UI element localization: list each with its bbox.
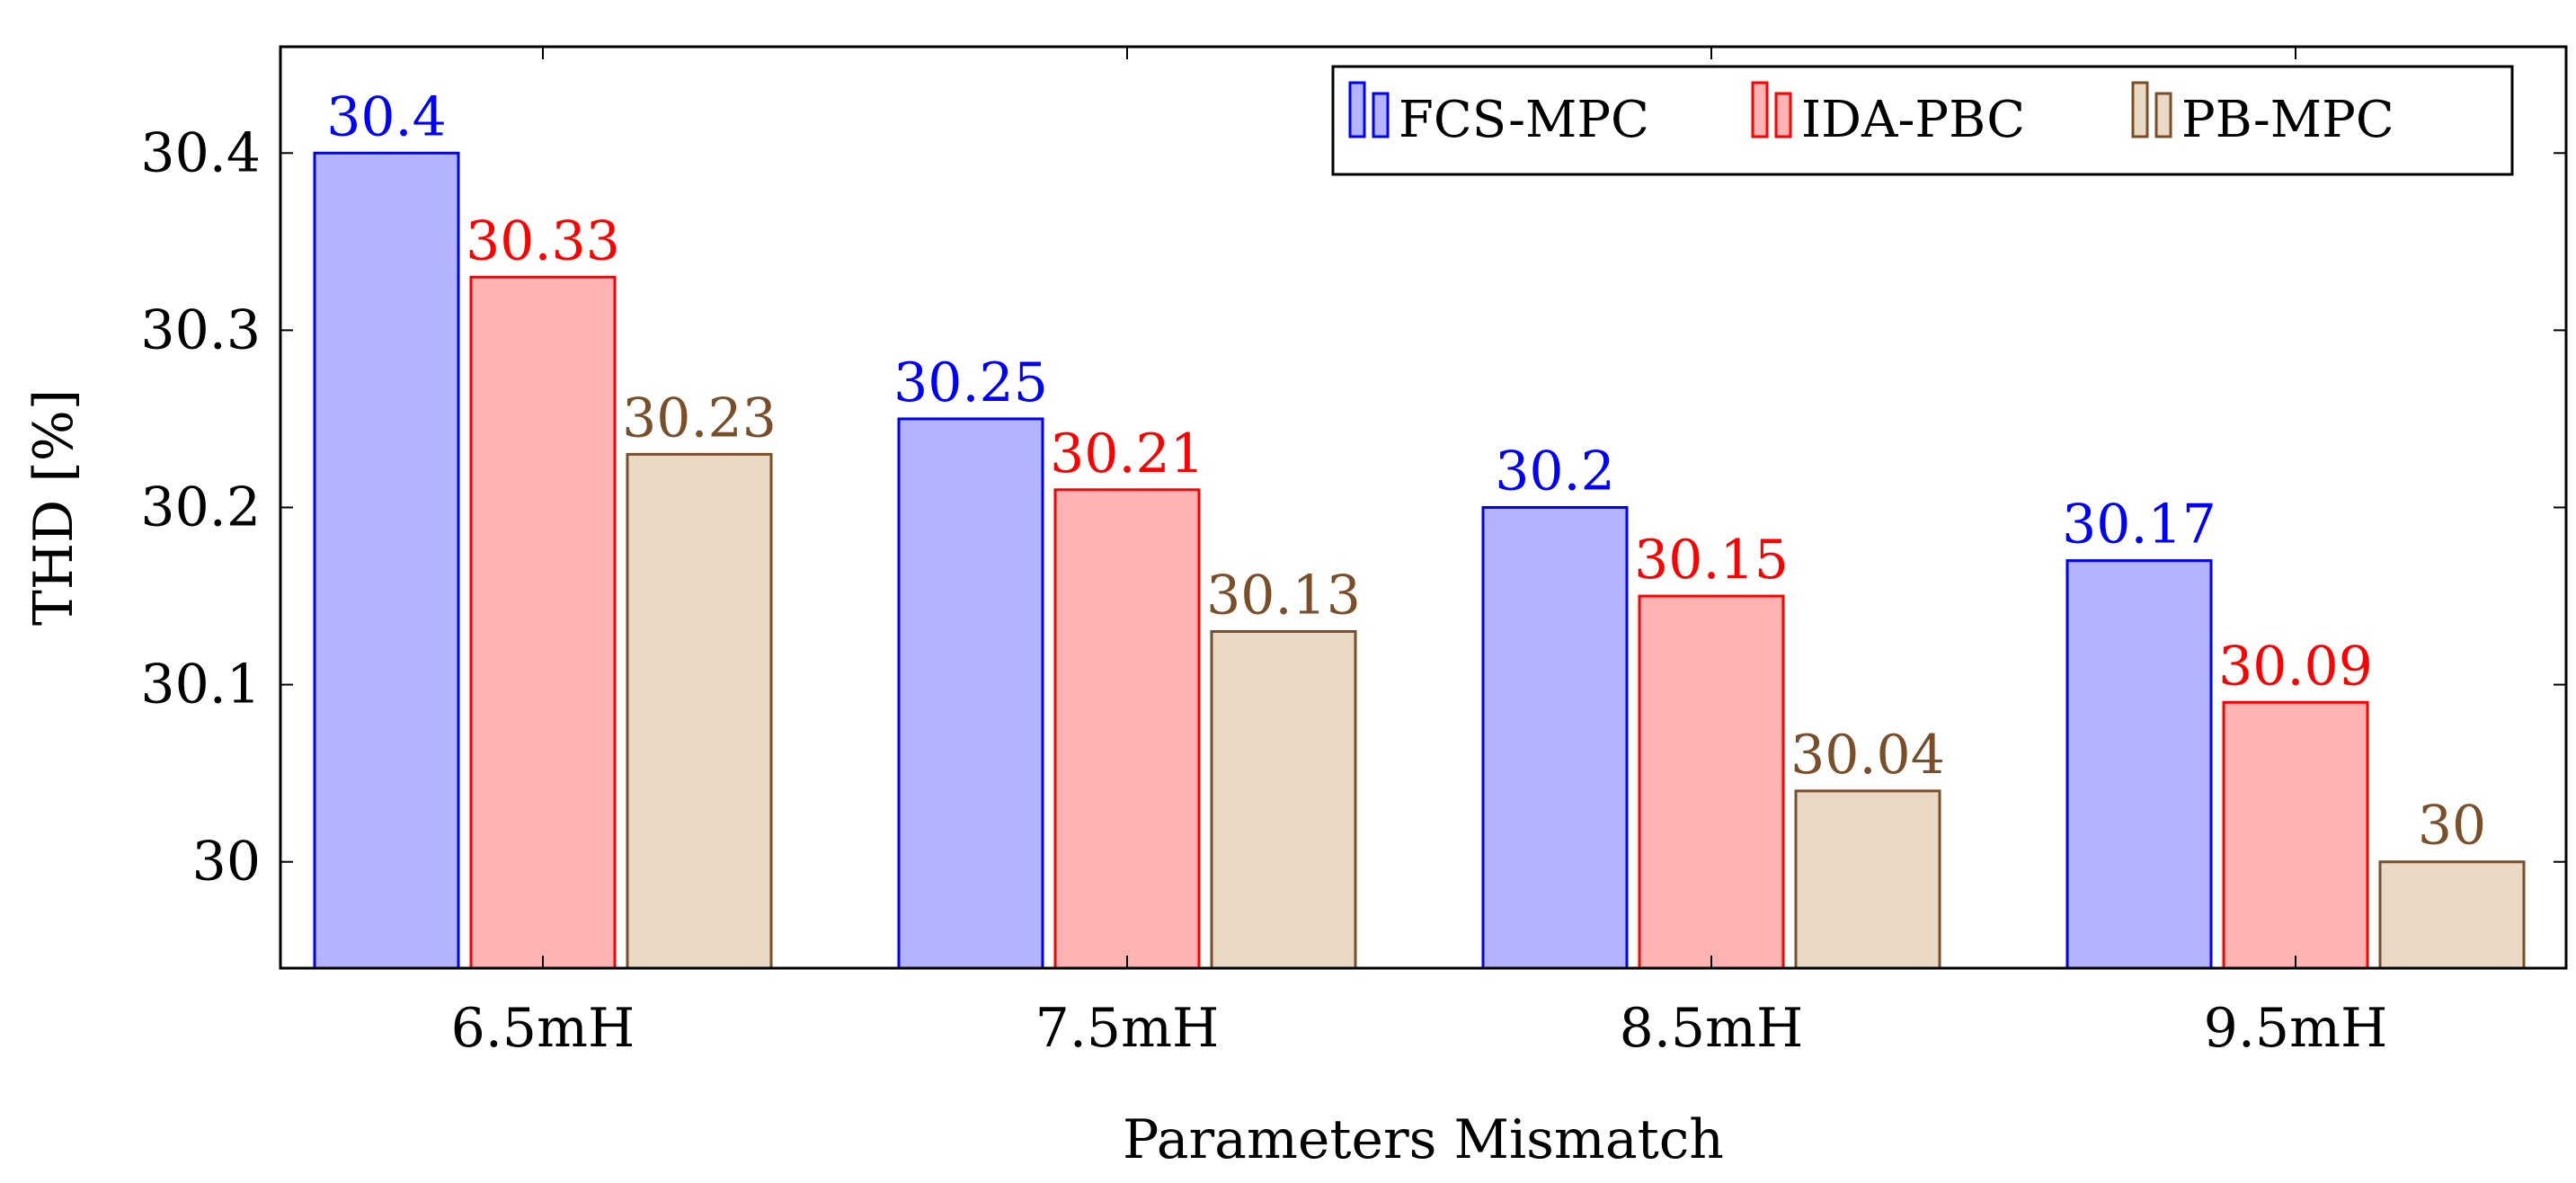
bar xyxy=(313,151,460,970)
bar-value-label: 30.25 xyxy=(893,351,1048,414)
bar xyxy=(1794,789,1941,970)
bar xyxy=(469,275,617,970)
legend-box xyxy=(1331,65,2514,176)
bar-value-label: 30.2 xyxy=(1495,440,1615,503)
y-tick-label: 30.4 xyxy=(140,121,261,184)
legend-swatch xyxy=(1348,81,1366,138)
bar-value-label: 30.21 xyxy=(1050,422,1204,485)
bar-value-label: 30.13 xyxy=(1206,564,1361,627)
bars-layer xyxy=(313,151,2526,970)
bar-value-label: 30.23 xyxy=(622,387,777,449)
bar-value-label: 30.15 xyxy=(1634,529,1789,592)
x-axis-label: Parameters Mismatch xyxy=(1123,1108,1724,1171)
bar-value-label: 30.04 xyxy=(1790,724,1945,787)
legend: FCS-MPC IDA-PBC PB-MPC xyxy=(1331,65,2514,176)
legend-swatch xyxy=(2154,92,2172,138)
bar xyxy=(2065,559,2213,970)
bar-value-label: 30 xyxy=(2418,795,2486,858)
bar xyxy=(897,417,1044,970)
y-tick-label: 30.2 xyxy=(140,476,261,539)
bar-value-label: 30.33 xyxy=(466,209,620,272)
legend-swatch xyxy=(1774,92,1792,138)
legend-label: PB-MPC xyxy=(2181,91,2394,149)
x-tick-label: 7.5mH xyxy=(1035,997,1220,1060)
x-tick-label: 9.5mH xyxy=(2204,997,2388,1060)
bar xyxy=(1053,488,1201,970)
bar-value-label: 30.17 xyxy=(2062,494,2216,556)
bar xyxy=(2378,860,2526,970)
y-axis-label: THD [%] xyxy=(22,389,85,626)
bar xyxy=(1481,506,1629,970)
y-tick-label: 30.1 xyxy=(140,654,261,716)
legend-swatch xyxy=(2131,81,2149,138)
y-tick-label: 30.3 xyxy=(140,298,261,361)
legend-swatch xyxy=(1751,81,1769,138)
ticks-layer: 30 30.1 30.2 30.3 30.4 6.5mH 7.5mH 8.5mH 9.5mH xyxy=(140,47,2566,1060)
legend-swatch xyxy=(1372,92,1390,138)
x-tick-label: 8.5mH xyxy=(1620,997,1804,1060)
y-tick-label: 30 xyxy=(192,831,261,894)
bar xyxy=(2222,700,2369,970)
bar xyxy=(1638,594,1785,970)
bar-value-label: 30.4 xyxy=(326,85,447,148)
bar xyxy=(1210,629,1357,970)
bar-value-label: 30.09 xyxy=(2218,635,2373,698)
legend-label: FCS-MPC xyxy=(1399,91,1649,149)
bar xyxy=(626,452,773,970)
legend-label: IDA-PBC xyxy=(1801,91,2025,149)
x-tick-label: 6.5mH xyxy=(451,997,635,1060)
